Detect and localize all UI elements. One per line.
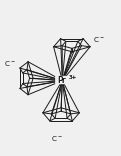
Text: C$^-$: C$^-$: [93, 35, 105, 44]
Text: C$^-$: C$^-$: [4, 59, 16, 68]
Text: 3+: 3+: [69, 75, 77, 80]
Text: 3+: 3+: [69, 75, 77, 80]
Text: Pr: Pr: [57, 76, 66, 85]
Text: C$^-$: C$^-$: [51, 134, 63, 143]
FancyBboxPatch shape: [55, 76, 72, 84]
Text: Pr: Pr: [57, 76, 66, 85]
